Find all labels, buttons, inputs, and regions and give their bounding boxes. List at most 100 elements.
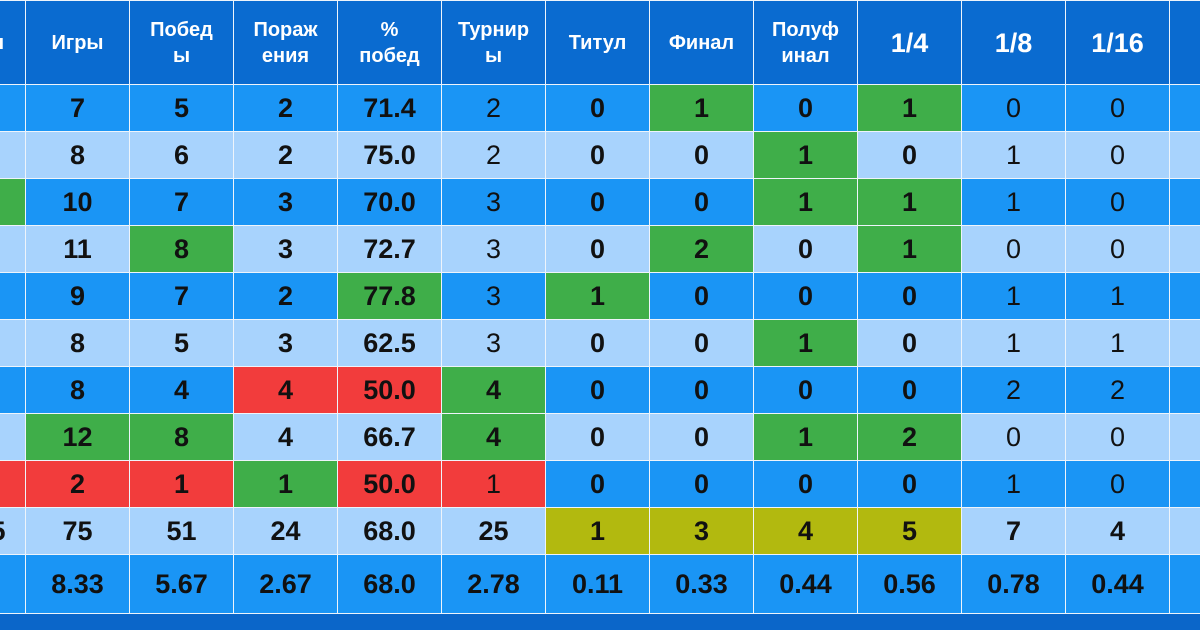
table-cell: 2 [857, 413, 962, 461]
table-cell: 0 [1065, 413, 1170, 461]
table-cell: 2 [25, 460, 130, 508]
table-cell: 68.0 [337, 507, 442, 555]
table-cell: 70.0 [337, 178, 442, 226]
table-cell: 2.67 [233, 554, 338, 614]
table-cell: 2.78 [441, 554, 546, 614]
table-cell [0, 319, 26, 367]
table-cell: 1 [441, 460, 546, 508]
table-cell: 0 [649, 319, 754, 367]
table-cell: 1 [961, 319, 1066, 367]
table-cell: 5 [0, 507, 26, 555]
table-cell: 8 [129, 225, 234, 273]
table-cell: 0 [649, 178, 754, 226]
table-cell: 1 [1065, 272, 1170, 320]
table-cell: 0 [649, 413, 754, 461]
table-cell: 24 [233, 507, 338, 555]
table-cell [1169, 319, 1200, 367]
table-cell: 72.7 [337, 225, 442, 273]
table-cell: 0 [545, 319, 650, 367]
table-cell: 77.8 [337, 272, 442, 320]
table-cell [1169, 366, 1200, 414]
table-cell [1169, 460, 1200, 508]
table-cell: 3 [233, 178, 338, 226]
table-cell: 1 [545, 272, 650, 320]
table-cell [1169, 507, 1200, 555]
table-cell [0, 554, 26, 614]
table-cell: 12 [25, 413, 130, 461]
column-header: Полуф инал [753, 0, 858, 85]
table-cell: 1 [753, 131, 858, 179]
table-cell: 0 [1065, 225, 1170, 273]
table-cell [1169, 413, 1200, 461]
table-cell: 0.78 [961, 554, 1066, 614]
table-row: 8 5 3 62.5 3 0 0 1 0 1 1 [0, 319, 1200, 367]
column-header: % побед [337, 0, 442, 85]
stats-table: нИгрыПобедыПоражения%победТурнирыТитулФи… [0, 0, 1200, 614]
table-cell: 0 [753, 460, 858, 508]
table-cell: 0 [961, 413, 1066, 461]
table-row: 11 8 3 72.7 3 0 2 0 1 0 0 [0, 225, 1200, 273]
table-cell: 1 [129, 460, 234, 508]
table-cell: 2 [441, 131, 546, 179]
table-cell: 1 [961, 131, 1066, 179]
table-cell: 4 [441, 366, 546, 414]
table-cell: 0 [649, 366, 754, 414]
table-cell [1169, 272, 1200, 320]
table-row: 7 5 2 71.4 2 0 1 0 1 0 0 [0, 84, 1200, 132]
table-cell: 2 [1065, 366, 1170, 414]
table-cell: 1 [961, 178, 1066, 226]
table-cell: 5 [857, 507, 962, 555]
table-cell: 5 [129, 319, 234, 367]
table-cell: 6 [129, 131, 234, 179]
table-cell: 3 [233, 319, 338, 367]
table-cell: 0 [1065, 460, 1170, 508]
table-cell: 0 [545, 225, 650, 273]
table-cell: ( [1169, 554, 1200, 614]
table-cell: 0 [545, 131, 650, 179]
column-header: Турнир ы [441, 0, 546, 85]
table-cell: 1 [545, 507, 650, 555]
table-cell: 1 [753, 178, 858, 226]
table-cell: 71.4 [337, 84, 442, 132]
table-cell: 62.5 [337, 319, 442, 367]
table-header: нИгрыПобедыПоражения%победТурнирыТитулФи… [0, 0, 1200, 85]
table-cell: 1 [857, 178, 962, 226]
table-cell [0, 460, 26, 508]
table-cell: 0 [545, 460, 650, 508]
column-header: Титул [545, 0, 650, 85]
table-cell: 0.44 [753, 554, 858, 614]
table-cell [1169, 178, 1200, 226]
table-cell [0, 178, 26, 226]
table-cell: 2 [961, 366, 1066, 414]
table-cell: 0 [857, 366, 962, 414]
table-cell: 4 [129, 366, 234, 414]
table-cell: 1 [961, 272, 1066, 320]
table-cell: 4 [753, 507, 858, 555]
table-cell: 50.0 [337, 460, 442, 508]
table-cell: 0 [649, 272, 754, 320]
table-cell: 0 [753, 366, 858, 414]
average-row: 8.33 5.67 2.67 68.0 2.78 0.11 0.33 0.44 0.56 0.78… [0, 554, 1200, 614]
table-cell: 5 [129, 84, 234, 132]
table-cell: 0 [1065, 84, 1170, 132]
table-cell: 1 [649, 84, 754, 132]
table-cell: 75 [25, 507, 130, 555]
table-cell: 0 [1065, 178, 1170, 226]
table-cell: 75.0 [337, 131, 442, 179]
table-cell: 0 [961, 84, 1066, 132]
table-cell: 25 [441, 507, 546, 555]
table-cell: 1 [1065, 319, 1170, 367]
table-cell: 0 [857, 460, 962, 508]
table-cell: 50.0 [337, 366, 442, 414]
table-cell: 8 [129, 413, 234, 461]
column-header: 1/8 [961, 0, 1066, 85]
table-row: 8 4 4 50.0 4 0 0 0 0 2 2 [0, 366, 1200, 414]
column-header: 1/4 [857, 0, 962, 85]
table-cell: 0 [545, 84, 650, 132]
column-header: Пораж ения [233, 0, 338, 85]
table-cell: 2 [649, 225, 754, 273]
table-cell: 51 [129, 507, 234, 555]
table-row: 8 6 2 75.0 2 0 0 1 0 1 0 [0, 131, 1200, 179]
table-cell: 4 [441, 413, 546, 461]
